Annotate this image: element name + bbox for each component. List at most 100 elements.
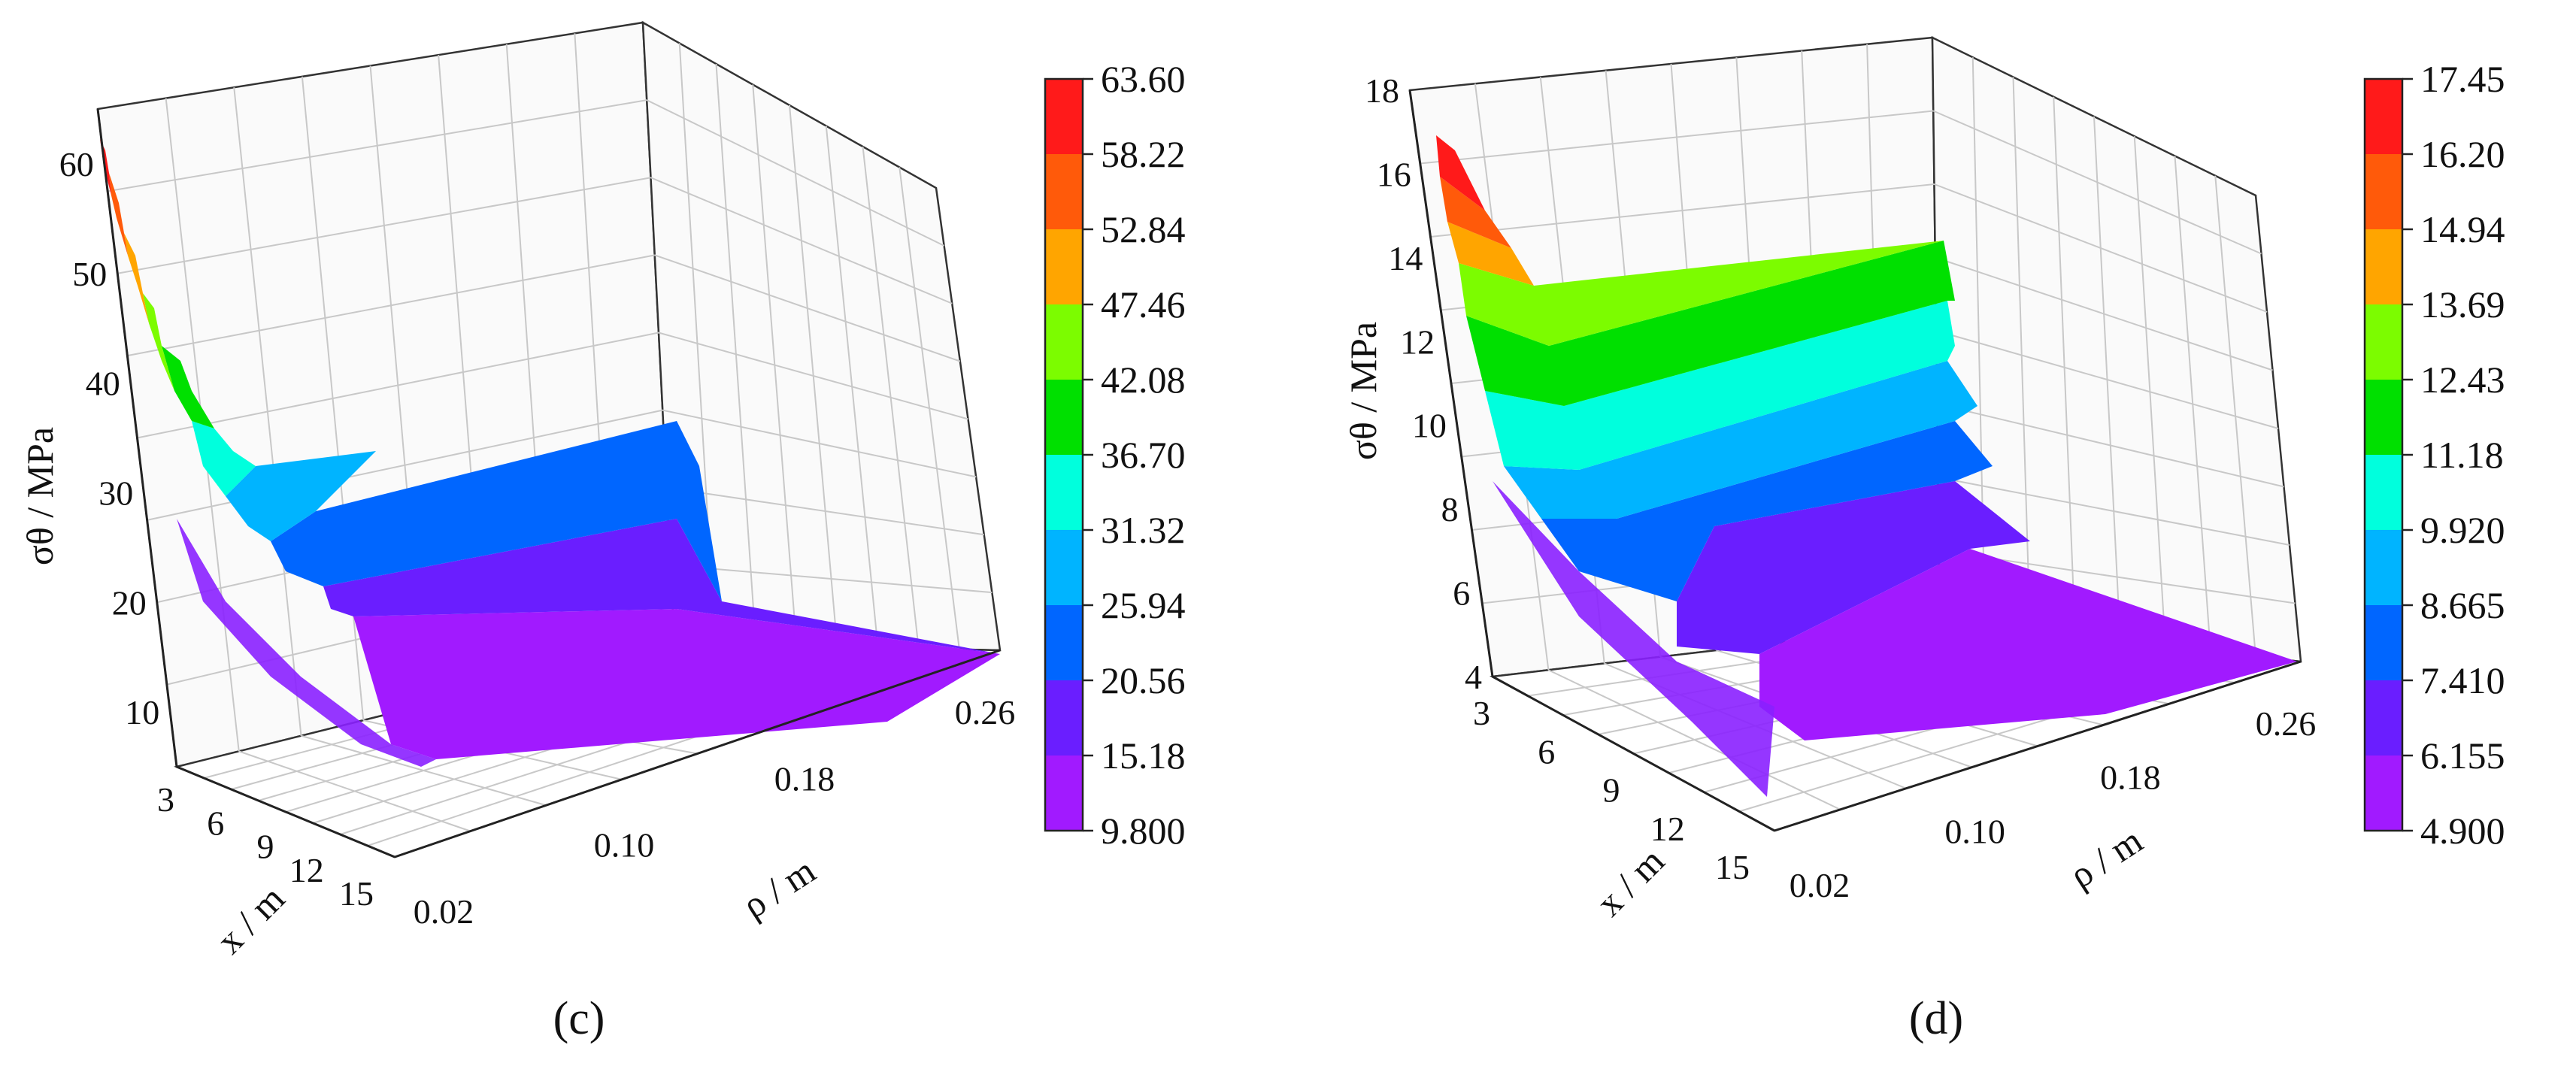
colorbar-segment xyxy=(2365,680,2402,756)
surface-band-level-2 xyxy=(1677,481,2030,654)
surface-band-level-7 xyxy=(1459,241,1944,346)
colorbar-segment xyxy=(2365,304,2402,380)
z-axis-label: σθ / MPa xyxy=(19,427,61,565)
surface-band-level-9 xyxy=(109,173,128,256)
colorbar-tick-label: 9.920 xyxy=(2420,509,2505,551)
z-tick-label: 50 xyxy=(72,255,107,293)
grid-line xyxy=(662,409,977,478)
panel-caption-c: (c) xyxy=(553,993,605,1044)
surface-band-level-3 xyxy=(1541,421,1993,601)
z-tick-label: 40 xyxy=(86,365,120,403)
surface-band-level-5 xyxy=(192,421,256,496)
colorbar-segment xyxy=(1045,680,1083,756)
colorbar-tick-label: 52.84 xyxy=(1101,208,1186,250)
colorbar-segment xyxy=(2365,229,2402,305)
z-tick-label: 14 xyxy=(1388,239,1423,277)
x-axis-label: x / m xyxy=(208,877,292,961)
colorbar-tick-label: 11.18 xyxy=(2420,434,2504,476)
axis-frame xyxy=(1408,89,2302,832)
colorbar-tick-label: 14.94 xyxy=(2420,208,2505,250)
chart-panel-c: 10 20 30 40 50 60 369 12 15 0.02 0.10 0.18 0.26 σθ… xyxy=(19,20,1186,1044)
rho-tick-label: 0.18 xyxy=(774,759,835,798)
surface-band-level-7 xyxy=(143,293,174,391)
z-tick-label: 10 xyxy=(125,693,159,731)
rho-tick-label: 0.10 xyxy=(594,826,655,865)
rho-tick-label: 0.26 xyxy=(955,693,1016,731)
colorbar-segment xyxy=(2365,605,2402,681)
colorbar: 17.45 16.20 14.94 13.69 12.43 11.18 9.920 8.665… xyxy=(2363,58,2505,852)
surface-band-level-3 xyxy=(271,421,722,601)
x-axis-label: x / m xyxy=(1588,840,1672,924)
z-tick-label: 10 xyxy=(1412,407,1447,445)
colorbar-segment xyxy=(2365,154,2402,230)
x-tick-label: 12 xyxy=(1650,810,1685,848)
surface-band-level-10 xyxy=(1436,135,1485,210)
rho-tick-label: 0.10 xyxy=(1944,812,2005,850)
grid-line xyxy=(1935,330,2279,429)
colorbar-segment xyxy=(1045,756,1083,831)
surface-plot xyxy=(100,139,1000,767)
grid-line xyxy=(825,126,879,648)
surface-band-level-8 xyxy=(124,233,149,323)
grid-line xyxy=(2214,175,2256,657)
colorbar: 63.60 58.22 52.84 47.46 42.08 36.70 31.32 25.94… xyxy=(1044,58,1186,852)
z-tick-label: 8 xyxy=(1441,490,1459,528)
rho-tick-label: 0.02 xyxy=(1790,866,1850,904)
surface-band-level-1 xyxy=(1759,549,2297,740)
grid-line xyxy=(2174,156,2211,653)
colorbar-tick-label: 6.155 xyxy=(2420,734,2505,777)
colorbar-segment xyxy=(2365,380,2402,456)
x-tick-label: 15 xyxy=(339,874,374,913)
x-tick-label: 6 xyxy=(207,804,224,842)
colorbar-segment xyxy=(1045,455,1083,531)
z-tick-label: 6 xyxy=(1453,574,1470,613)
rho-tick-label: 0.26 xyxy=(2256,704,2317,743)
z-axis-ticks: 10 20 30 40 50 60 xyxy=(59,145,160,731)
colorbar-segment xyxy=(1045,605,1083,681)
colorbar-tick-label: 20.56 xyxy=(1101,659,1186,701)
z-tick-label: 20 xyxy=(112,583,147,622)
grid-line xyxy=(899,167,960,650)
colorbar-tick-label: 63.60 xyxy=(1101,58,1186,100)
rho-axis-label: ρ / m xyxy=(735,849,823,926)
axis-frame xyxy=(96,108,1001,858)
surface-band-level-4 xyxy=(1504,361,1977,519)
colorbar-tick-label: 16.20 xyxy=(2420,133,2505,175)
surface-front-face xyxy=(1493,481,1774,797)
z-tick-label: 16 xyxy=(1377,155,1411,193)
colorbar-segment xyxy=(1045,304,1083,380)
x-tick-label: 6 xyxy=(1538,732,1555,771)
colorbar-tick-label: 25.94 xyxy=(1101,584,1186,626)
colorbar-segment xyxy=(1045,530,1083,606)
grid-line xyxy=(862,146,920,649)
x-tick-label: 9 xyxy=(257,828,274,866)
surface-band-level-6 xyxy=(1466,241,1955,406)
z-tick-label: 12 xyxy=(1400,322,1435,361)
chart-panel-d: 4 6 8 10 12 14 16 18 3 6 9 12 15 0.02 0.10 0.18 0.26 σ… xyxy=(1342,35,2505,1044)
x-tick-label: 3 xyxy=(157,780,174,819)
grid-line xyxy=(670,564,993,594)
rho-axis-ticks: 0.02 0.10 0.18 0.26 xyxy=(1790,704,2317,904)
surface-band-level-8 xyxy=(1447,222,1534,286)
z-tick-label: 30 xyxy=(98,474,133,512)
x-tick-label: 9 xyxy=(1603,771,1620,810)
surface-plot xyxy=(1436,135,2297,797)
panel-caption-d: (d) xyxy=(1909,993,1963,1044)
rho-tick-label: 0.02 xyxy=(414,892,474,931)
z-tick-label: 4 xyxy=(1465,658,1482,696)
colorbar-tick-label: 8.665 xyxy=(2420,584,2505,626)
colorbar-tick-label: 15.18 xyxy=(1101,734,1186,777)
colorbar-tick-label: 7.410 xyxy=(2420,659,2505,701)
colorbar-segment xyxy=(1045,380,1083,456)
colorbar-segment xyxy=(1045,154,1083,230)
colorbar-segment xyxy=(2365,455,2402,531)
rho-tick-label: 0.18 xyxy=(2100,759,2161,797)
surface-band-level-5 xyxy=(1485,301,1955,470)
rho-axis-ticks: 0.02 0.10 0.18 0.26 xyxy=(414,693,1016,931)
grid-line xyxy=(2133,136,2166,648)
surface-band-level-2 xyxy=(323,519,1000,654)
x-tick-label: 3 xyxy=(1473,694,1490,732)
